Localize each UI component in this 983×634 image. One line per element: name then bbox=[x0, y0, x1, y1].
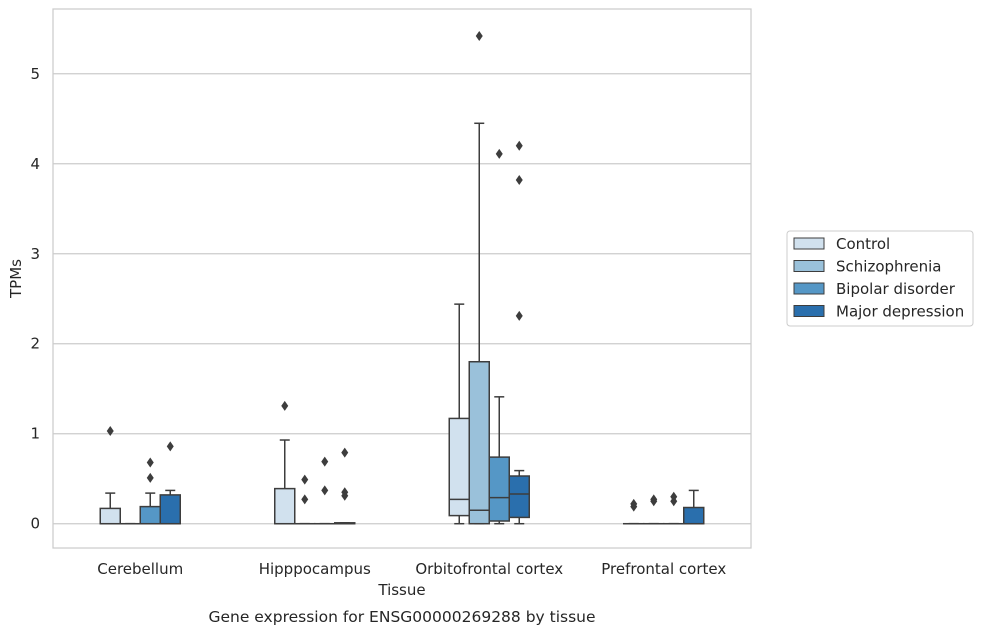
legend-label: Bipolar disorder bbox=[836, 280, 956, 298]
box-iqr bbox=[508, 475, 530, 519]
outlier-point bbox=[650, 494, 658, 505]
box-major-depression bbox=[334, 447, 356, 525]
x-tick-label: Hipppocampus bbox=[259, 560, 371, 578]
box-major-depression bbox=[683, 489, 705, 525]
box-series bbox=[99, 30, 705, 525]
chart-caption: Gene expression for ENSG00000269288 by t… bbox=[208, 608, 595, 626]
outlier-point bbox=[515, 174, 523, 185]
y-tick-label: 5 bbox=[30, 65, 40, 83]
outlier-point bbox=[670, 491, 678, 502]
outlier-point bbox=[106, 426, 114, 437]
outlier-point bbox=[495, 148, 503, 159]
box-iqr bbox=[274, 487, 296, 525]
x-axis-title: Tissue bbox=[377, 581, 425, 599]
outlier-point bbox=[341, 447, 349, 458]
y-tick-label: 3 bbox=[30, 245, 40, 263]
outlier-point bbox=[146, 472, 154, 483]
x-tick-label: Cerebellum bbox=[97, 560, 183, 578]
y-tick-label: 0 bbox=[30, 515, 40, 533]
box-iqr bbox=[683, 506, 705, 525]
y-tick-label: 2 bbox=[30, 335, 40, 353]
outlier-point bbox=[321, 485, 329, 496]
box-schizophrenia bbox=[468, 30, 490, 525]
outlier-point bbox=[321, 456, 329, 467]
legend-swatch bbox=[793, 282, 825, 295]
box-bipolar-disorder bbox=[139, 457, 161, 525]
box-major-depression bbox=[508, 140, 530, 525]
outlier-point bbox=[146, 457, 154, 468]
box-iqr bbox=[448, 417, 470, 517]
y-tick-label: 1 bbox=[30, 425, 40, 443]
legend-label: Schizophrenia bbox=[836, 258, 941, 276]
legend: Control Schizophrenia Bipolar disorder Majo… bbox=[786, 230, 974, 327]
box-bipolar-disorder bbox=[314, 456, 336, 525]
outlier-point bbox=[166, 441, 174, 452]
legend-label: Major depression bbox=[836, 303, 964, 321]
outlier-point bbox=[301, 494, 309, 505]
outlier-point bbox=[515, 140, 523, 151]
outlier-point bbox=[515, 310, 523, 321]
x-axis-ticks: Cerebellum Hipppocampus Orbitofrontal cort… bbox=[97, 560, 726, 578]
x-tick-label: Prefrontal cortex bbox=[601, 560, 726, 578]
box-iqr bbox=[468, 360, 490, 525]
box-iqr bbox=[488, 456, 510, 522]
legend-frame bbox=[786, 230, 974, 327]
plot-frame bbox=[52, 8, 752, 549]
outlier-point bbox=[341, 487, 349, 498]
y-axis-ticks: 0 1 2 3 4 5 bbox=[30, 65, 40, 533]
box-iqr bbox=[159, 494, 181, 525]
box-iqr bbox=[99, 507, 121, 525]
outlier-point bbox=[475, 30, 483, 41]
legend-swatch bbox=[793, 260, 825, 272]
gridlines bbox=[53, 73, 751, 525]
box-bipolar-disorder bbox=[663, 491, 685, 525]
box-control bbox=[274, 400, 296, 525]
outlier-point bbox=[630, 498, 638, 509]
x-tick-label: Orbitofrontal cortex bbox=[415, 560, 563, 578]
box-schizophrenia bbox=[294, 474, 316, 525]
outlier-point bbox=[301, 474, 309, 485]
box-major-depression bbox=[159, 441, 181, 525]
legend-swatch bbox=[793, 237, 825, 250]
box-schizophrenia bbox=[643, 494, 665, 525]
outlier-point bbox=[281, 400, 289, 411]
y-axis-title: TPMs bbox=[7, 259, 25, 299]
y-tick-label: 4 bbox=[30, 155, 40, 173]
legend-label: Control bbox=[836, 235, 890, 253]
legend-swatch bbox=[793, 305, 825, 317]
box-control bbox=[448, 303, 470, 525]
box-iqr bbox=[139, 505, 161, 525]
box-bipolar-disorder bbox=[488, 148, 510, 525]
box-control bbox=[99, 426, 121, 525]
box-control bbox=[623, 498, 645, 525]
